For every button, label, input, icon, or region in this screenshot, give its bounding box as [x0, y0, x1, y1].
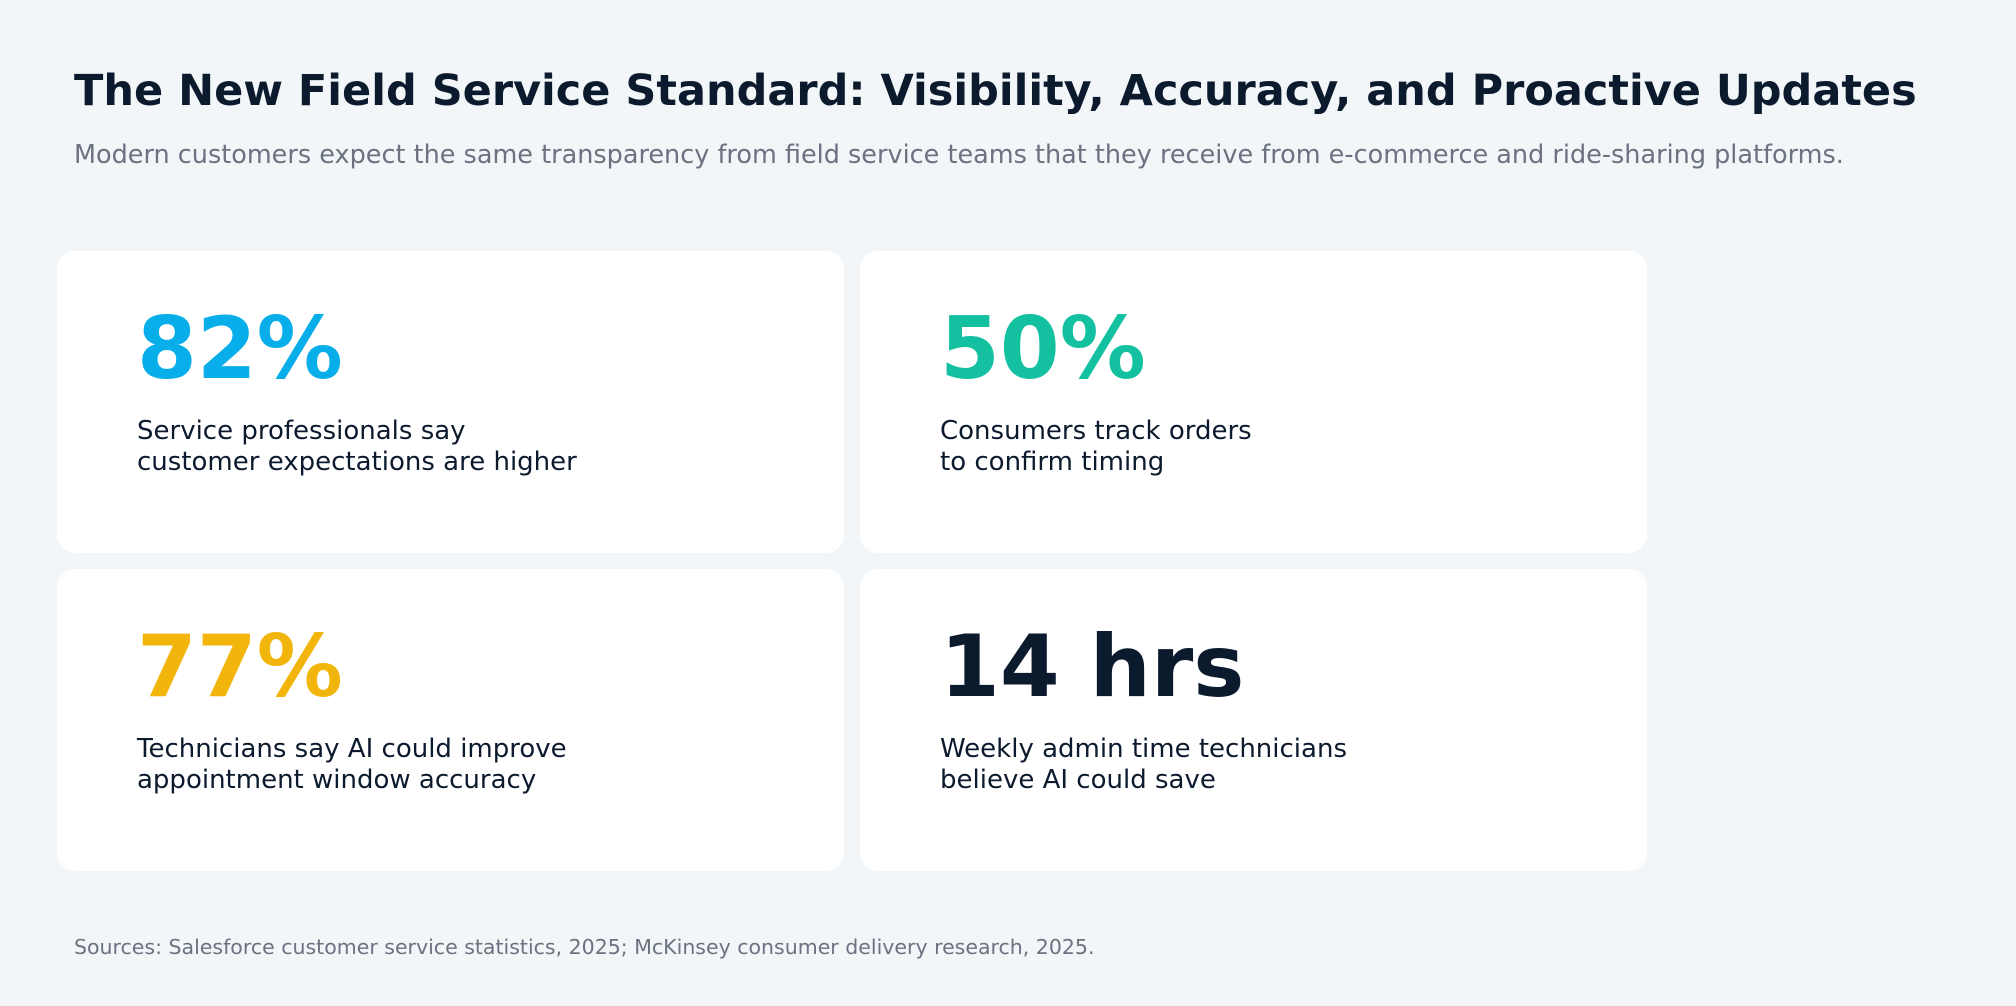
description-line: Technicians say AI could improve: [137, 734, 567, 764]
description-line: Service professionals say: [137, 416, 466, 446]
description-line: customer expectations are higher: [137, 447, 577, 477]
description-line: appointment window accuracy: [137, 765, 537, 795]
stat-description: Technicians say AI could improve appointm…: [137, 734, 567, 796]
stat-description: Service professionals say customer expect…: [137, 416, 577, 478]
stat-value: 14 hrs: [940, 617, 1245, 717]
description-line: Consumers track orders: [940, 416, 1252, 446]
stat-card: 77% Technicians say AI could improve appoi…: [57, 569, 844, 871]
stat-card: 50% Consumers track orders to confirm timi…: [860, 251, 1647, 553]
stat-card: 14 hrs Weekly admin time technicians belie…: [860, 569, 1647, 871]
page-title: The New Field Service Standard: Visibili…: [74, 66, 1917, 116]
description-line: Weekly admin time technicians: [940, 734, 1347, 764]
description-line: believe AI could save: [940, 765, 1216, 795]
source-note: Sources: Salesforce customer service sta…: [74, 935, 1095, 959]
description-line: to confirm timing: [940, 447, 1165, 477]
stat-value: 77%: [137, 617, 343, 717]
stat-description: Weekly admin time technicians believe AI …: [940, 734, 1347, 796]
stat-value: 50%: [940, 299, 1146, 399]
page-subtitle: Modern customers expect the same transpa…: [74, 140, 1844, 170]
stat-value: 82%: [137, 299, 343, 399]
stat-card: 82% Service professionals say customer exp…: [57, 251, 844, 553]
stat-description: Consumers track orders to confirm timing: [940, 416, 1252, 478]
